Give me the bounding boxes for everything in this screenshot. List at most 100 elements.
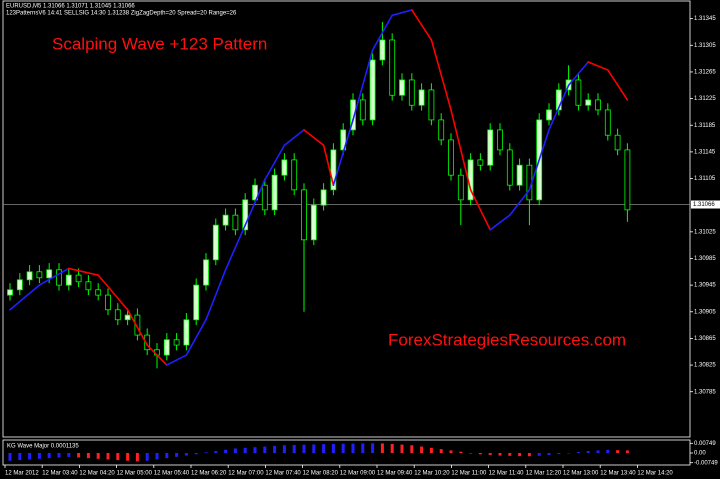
- histogram-bar: [429, 447, 433, 453]
- candle-body: [477, 159, 484, 166]
- histogram-bar: [135, 453, 139, 462]
- candle-body: [399, 79, 405, 96]
- histogram-bar: [243, 447, 247, 453]
- y-tick-label: 1.30985: [694, 256, 716, 262]
- candle-body: [595, 99, 601, 111]
- plot-layer: 1.31345 1.31305 1.31265 1.31225 1.31185 1.311…: [3, 9, 720, 477]
- x-tick-label: 12 Mar 07:40: [265, 471, 301, 477]
- histogram-bar: [351, 443, 355, 453]
- histogram-bar: [67, 453, 71, 457]
- x-tick-label: 12 Mar 09:00: [340, 471, 376, 477]
- candle-body: [212, 224, 219, 261]
- candle-body: [389, 39, 396, 96]
- candle-body: [448, 139, 454, 176]
- histogram-bar: [126, 453, 130, 461]
- y-tick-label: 1.31265: [694, 70, 716, 76]
- x-tick-label: 12 Mar 09:40: [377, 471, 413, 477]
- candle-body: [65, 274, 72, 286]
- candle-body: [359, 99, 366, 121]
- histogram-bar: [96, 453, 100, 459]
- candle-body: [271, 174, 278, 211]
- watermark: ForexStrategiesResources.com: [388, 330, 626, 349]
- candle-body: [222, 214, 229, 226]
- histogram-bar: [184, 453, 188, 456]
- last-price-box: [691, 200, 720, 209]
- x-tick-label: 12 Mar 07:00: [228, 471, 264, 477]
- histogram-bar: [8, 453, 12, 461]
- histogram-bar: [410, 445, 414, 453]
- candle-body: [418, 89, 425, 106]
- wave-segment: [332, 119, 354, 186]
- histogram-bar: [28, 453, 32, 460]
- candle-body: [242, 199, 249, 231]
- wave-segment: [126, 308, 148, 346]
- candle-body: [310, 204, 317, 241]
- candle-body: [114, 309, 121, 321]
- x-tick-label: 12 Mar 04:20: [79, 471, 115, 477]
- x-tick-label: 12 Mar 05:00: [117, 471, 153, 477]
- histogram-bar: [77, 453, 81, 458]
- candle-body: [379, 39, 386, 61]
- histogram-bar: [175, 453, 179, 457]
- histogram-bar: [116, 453, 120, 461]
- histogram-bar: [371, 443, 375, 453]
- candle-body: [369, 59, 376, 121]
- candle-body: [281, 159, 288, 176]
- histogram-bar: [273, 445, 277, 453]
- candle-body: [585, 99, 592, 106]
- histogram-bar: [449, 450, 453, 453]
- histogram-bar: [616, 450, 620, 453]
- candle-body: [487, 129, 494, 166]
- y-tick-label: 1.31345: [694, 16, 716, 22]
- histogram-bar: [194, 453, 198, 455]
- last-price-label: 1.31066: [693, 202, 715, 208]
- histogram-bar: [331, 443, 335, 453]
- wave-segment: [244, 179, 266, 226]
- candle-body: [516, 164, 523, 186]
- candle-body: [75, 274, 82, 283]
- header-line: 123PatternsV6 14:41 SELLSIG 14:30 1.3123…: [6, 11, 237, 17]
- histogram-bar: [488, 453, 492, 455]
- candle-body: [330, 149, 337, 191]
- candle-body: [56, 269, 62, 286]
- header-line: EURUSD,M5 1.31066 1.31071 1.31045 1.3106…: [6, 4, 135, 10]
- wave-segment: [263, 144, 286, 181]
- wave-segment: [97, 274, 129, 311]
- y-tick-label: 1.30825: [694, 363, 716, 369]
- wave-segment: [322, 144, 335, 186]
- histogram-bar: [478, 453, 482, 455]
- wave-segment: [587, 61, 609, 71]
- histogram-bar: [263, 446, 267, 453]
- wave-segment: [548, 84, 570, 131]
- histogram-bar: [576, 451, 580, 453]
- candle-body: [134, 314, 141, 336]
- indicator-panel: [2, 439, 691, 466]
- histogram-bar: [606, 449, 610, 453]
- x-tick-label: 12 Mar 10:20: [414, 471, 450, 477]
- histogram-bar: [302, 444, 306, 453]
- histogram-bar: [282, 445, 286, 453]
- x-tick-label: 12 Mar 12:20: [526, 471, 562, 477]
- y-tick-label: 1.31225: [694, 96, 716, 102]
- histogram-bar: [567, 453, 571, 454]
- histogram-bar: [322, 444, 326, 453]
- wave-segment: [205, 268, 227, 321]
- y-tick-label: 1.30785: [694, 389, 716, 395]
- candle-body: [252, 184, 258, 201]
- histogram-bar: [224, 449, 228, 453]
- wave-segment: [606, 69, 629, 101]
- histogram-bar: [596, 450, 600, 453]
- x-tick-label: 12 Mar 11:40: [489, 471, 525, 477]
- y-tick-label: 1.31305: [694, 43, 716, 49]
- y-tick-label: 1.31025: [694, 229, 716, 235]
- y-tick-label: 1.31145: [694, 149, 716, 155]
- candle-body: [261, 184, 268, 211]
- wave-segment: [469, 189, 492, 231]
- candle-body: [36, 271, 43, 279]
- wave-segment: [224, 224, 246, 271]
- x-tick-label: 12 Mar 11:00: [451, 471, 487, 477]
- candle-body: [320, 189, 327, 206]
- candle-body: [614, 134, 621, 151]
